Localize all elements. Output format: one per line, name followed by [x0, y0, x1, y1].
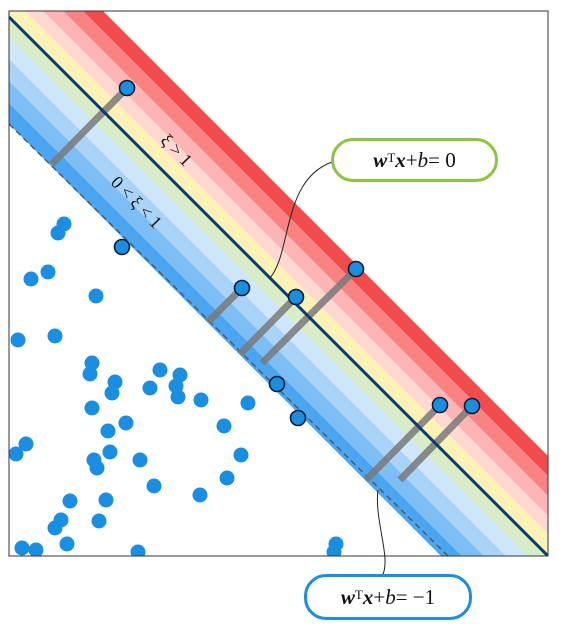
eq-plus: + — [405, 147, 418, 172]
data-point-18 — [118, 415, 134, 431]
data-point-35 — [47, 520, 63, 536]
data-point-16 — [193, 392, 209, 408]
data-point-27 — [132, 452, 148, 468]
data-point-37 — [59, 536, 75, 552]
eq-w: w — [340, 584, 355, 609]
eq-plus: + — [373, 584, 386, 609]
support-vector-8 — [463, 397, 481, 415]
data-point-15 — [170, 389, 186, 405]
margin-line-dashed — [9, 123, 449, 556]
data-point-21 — [216, 418, 232, 434]
data-point-26 — [89, 460, 105, 476]
band-9 — [9, 103, 462, 556]
support-vectors — [113, 79, 481, 427]
data-point-17 — [84, 400, 100, 416]
data-point-8 — [82, 366, 98, 382]
data-point-30 — [146, 478, 162, 494]
data-point-32 — [62, 493, 78, 509]
data-point-39 — [28, 542, 44, 556]
eq-x: x — [362, 584, 374, 609]
connector-hyperplane — [269, 161, 333, 279]
eq-transpose: T — [354, 587, 363, 602]
data-point-28 — [233, 447, 249, 463]
data-point-33 — [192, 487, 208, 503]
data-point-31 — [98, 492, 114, 508]
decision-hyperplane — [9, 15, 548, 556]
data-point-19 — [100, 423, 116, 439]
data-point-3 — [23, 271, 39, 287]
data-points — [9, 216, 344, 556]
connector-margin — [376, 489, 386, 577]
eq-b: b — [417, 147, 429, 172]
data-point-38 — [14, 540, 30, 556]
data-point-4 — [88, 288, 104, 304]
data-point-14 — [142, 380, 158, 396]
slack-line-4 — [363, 402, 443, 483]
band-8 — [9, 81, 484, 556]
eq-rhs: = 0 — [428, 147, 456, 172]
plot-frame — [8, 10, 549, 557]
data-point-24 — [102, 444, 118, 460]
eq-x: x — [395, 147, 406, 172]
data-point-10 — [104, 385, 120, 401]
data-point-40 — [130, 544, 146, 556]
support-vector-1 — [113, 238, 131, 256]
data-point-22 — [18, 436, 34, 452]
eq-transpose: T — [387, 150, 396, 165]
support-vector-0 — [118, 79, 136, 97]
band-7 — [9, 59, 506, 556]
support-vector-3 — [287, 288, 305, 306]
data-point-23 — [9, 446, 24, 462]
support-vector-5 — [268, 375, 286, 393]
eq-w: w — [373, 147, 388, 172]
eq-b: b — [385, 584, 396, 609]
data-point-29 — [219, 470, 235, 486]
data-point-42 — [326, 544, 342, 556]
slack-line-0 — [49, 85, 130, 167]
data-point-6 — [10, 332, 26, 348]
eq-rhs: = −1 — [395, 584, 436, 609]
data-point-20 — [240, 395, 256, 411]
support-vector-4 — [347, 260, 365, 278]
data-point-1 — [50, 225, 66, 241]
slack-line-2 — [237, 294, 299, 357]
support-vector-2 — [233, 279, 251, 297]
data-point-2 — [40, 264, 56, 280]
data-point-36 — [91, 513, 107, 529]
support-vector-6 — [289, 409, 307, 427]
data-point-5 — [47, 328, 63, 344]
data-point-11 — [152, 362, 168, 378]
support-vector-7 — [431, 396, 449, 414]
